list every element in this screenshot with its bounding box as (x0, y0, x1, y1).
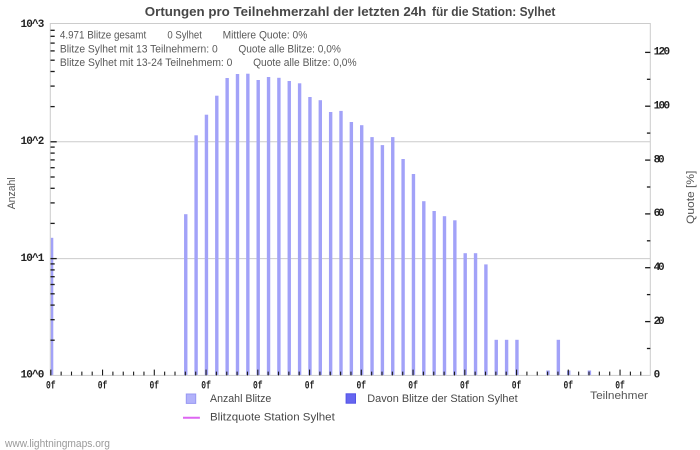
svg-text:0f: 0f (357, 381, 367, 393)
svg-text:Blitze Sylhet mit 13 Teilnehme: Blitze Sylhet mit 13 Teilnehmern: 0 (60, 43, 218, 55)
svg-text:120: 120 (654, 47, 671, 59)
svg-text:0f: 0f (150, 381, 160, 393)
svg-text:Blitzquote Station Sylhet: Blitzquote Station Sylhet (210, 411, 335, 423)
svg-text:0f: 0f (408, 381, 418, 393)
svg-text:0f: 0f (253, 381, 263, 393)
svg-text:Quote alle Blitze: 0,0%: Quote alle Blitze: 0,0% (238, 43, 341, 55)
svg-text:Quote [%]: Quote [%] (685, 171, 697, 224)
svg-text:0: 0 (654, 370, 661, 382)
svg-text:0f: 0f (98, 381, 108, 393)
svg-text:Teilnehmer: Teilnehmer (590, 390, 648, 402)
svg-text:10^0: 10^0 (21, 370, 45, 382)
svg-text:Blitze Sylhet mit 13-24 Teilne: Blitze Sylhet mit 13-24 Teilnehmem: 0 (60, 57, 233, 69)
svg-text:Anzahl Blitze: Anzahl Blitze (210, 393, 271, 405)
svg-text:10^2: 10^2 (21, 136, 45, 148)
svg-text:10^1: 10^1 (21, 253, 45, 265)
svg-text:0 Sylhet: 0 Sylhet (167, 30, 202, 42)
svg-text:20: 20 (654, 316, 665, 328)
svg-text:80: 80 (654, 154, 665, 166)
svg-text:0f: 0f (512, 381, 522, 393)
svg-text:Quote alle Blitze: 0,0%: Quote alle Blitze: 0,0% (253, 57, 357, 69)
svg-text:100: 100 (654, 100, 671, 112)
svg-text:40: 40 (654, 262, 665, 274)
svg-text:Ortungen pro Teilnehmerzahl de: Ortungen pro Teilnehmerzahl der letzten … (145, 4, 427, 19)
svg-text:0f: 0f (564, 381, 574, 393)
svg-text:60: 60 (654, 208, 665, 220)
svg-text:www.lightningmaps.org: www.lightningmaps.org (4, 438, 110, 450)
svg-text:0f: 0f (46, 381, 56, 393)
svg-text:0f: 0f (305, 381, 315, 393)
svg-text:0f: 0f (460, 381, 470, 393)
svg-text:für die Station: Sylhet: für die Station: Sylhet (432, 4, 556, 19)
svg-text:0f: 0f (201, 381, 211, 393)
svg-text:10^3: 10^3 (21, 19, 45, 31)
svg-text:0f: 0f (615, 381, 625, 393)
svg-text:Davon Blitze der Station Sylhe: Davon Blitze der Station Sylhet (367, 393, 517, 405)
svg-text:Mittlere Quote: 0%: Mittlere Quote: 0% (223, 30, 308, 42)
svg-text:4.971 Blitze gesamt: 4.971 Blitze gesamt (60, 30, 146, 42)
svg-text:Anzahl: Anzahl (6, 177, 18, 209)
